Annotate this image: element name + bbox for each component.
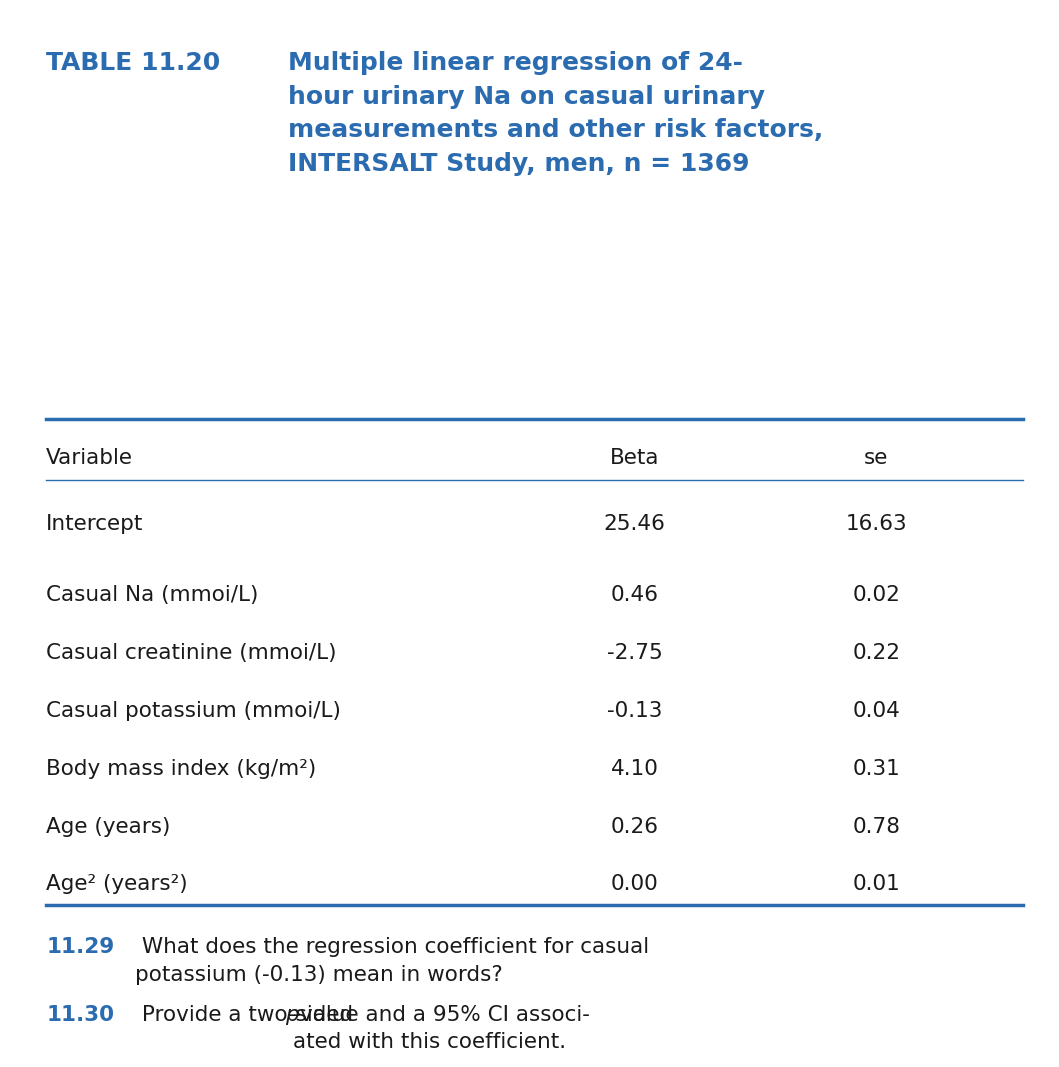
Text: p: p: [286, 1005, 299, 1024]
Text: 0.46: 0.46: [611, 586, 659, 605]
Text: Variable: Variable: [47, 448, 133, 467]
Text: What does the regression coefficient for casual
potassium (-0.13) mean in words?: What does the regression coefficient for…: [136, 938, 649, 985]
Text: 0.00: 0.00: [611, 874, 659, 894]
Text: Multiple linear regression of 24-
hour urinary Na on casual urinary
measurements: Multiple linear regression of 24- hour u…: [288, 51, 823, 176]
Text: 0.02: 0.02: [852, 586, 900, 605]
Text: se: se: [864, 448, 889, 467]
Text: Casual potassium (mmoi/L): Casual potassium (mmoi/L): [47, 701, 341, 721]
Text: Intercept: Intercept: [47, 514, 144, 534]
Text: 0.22: 0.22: [852, 643, 900, 663]
Text: Casual creatinine (mmoi/L): Casual creatinine (mmoi/L): [47, 643, 337, 663]
Text: Body mass index (kg/m²): Body mass index (kg/m²): [47, 759, 317, 779]
Text: 4.10: 4.10: [611, 759, 659, 779]
Text: 16.63: 16.63: [845, 514, 907, 534]
Text: 11.29: 11.29: [47, 938, 114, 957]
Text: Beta: Beta: [610, 448, 660, 467]
Text: -value and a 95% CI associ-
ated with this coefficient.: -value and a 95% CI associ- ated with th…: [292, 1005, 590, 1052]
Text: Age² (years²): Age² (years²): [47, 874, 187, 894]
Text: Age (years): Age (years): [47, 816, 170, 837]
Text: 0.01: 0.01: [852, 874, 900, 894]
Text: TABLE 11.20: TABLE 11.20: [47, 51, 220, 76]
Text: -0.13: -0.13: [607, 701, 662, 721]
Text: 0.04: 0.04: [852, 701, 900, 721]
Text: 0.26: 0.26: [611, 816, 659, 837]
Text: Casual Na (mmoi/L): Casual Na (mmoi/L): [47, 586, 258, 605]
Text: 0.78: 0.78: [852, 816, 900, 837]
Text: 0.31: 0.31: [852, 759, 900, 779]
Text: Provide a two-sided: Provide a two-sided: [136, 1005, 360, 1024]
Text: 11.30: 11.30: [47, 1005, 114, 1024]
Text: -2.75: -2.75: [607, 643, 663, 663]
Text: 25.46: 25.46: [604, 514, 665, 534]
